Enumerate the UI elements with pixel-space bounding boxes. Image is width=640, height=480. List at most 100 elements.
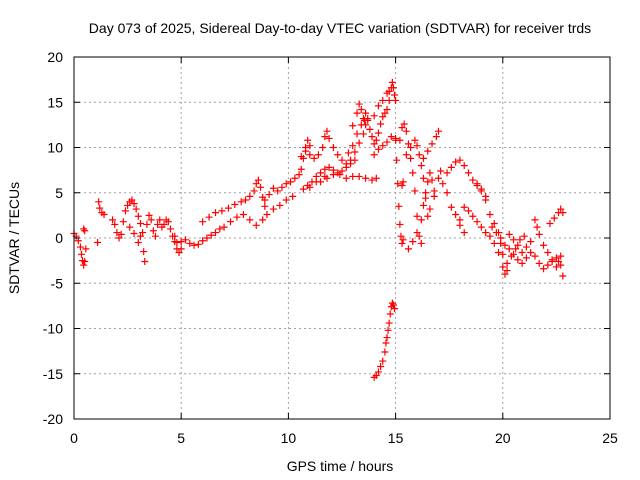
data-point — [242, 196, 250, 204]
data-point — [544, 248, 552, 256]
chart-title: Day 073 of 2025, Sidereal Day-to-day VTE… — [89, 20, 591, 36]
data-point — [394, 180, 402, 188]
data-point — [199, 218, 207, 226]
axes: 0 5 10 15 20 25 -20 -15 -10 -5 0 5 10 15 20 — [43, 49, 618, 446]
data-point — [321, 133, 329, 141]
data-point — [306, 142, 314, 150]
data-point — [424, 147, 432, 155]
data-point — [362, 109, 370, 117]
data-point — [310, 154, 318, 162]
data-point — [407, 144, 415, 151]
y-tick-label: -20 — [43, 411, 63, 427]
data-point — [486, 232, 494, 240]
data-point — [109, 216, 117, 224]
data-point — [119, 218, 127, 226]
data-point — [304, 136, 312, 144]
data-point — [415, 151, 423, 159]
data-point — [325, 134, 333, 142]
y-tick-label: 15 — [47, 94, 63, 110]
data-point — [409, 238, 417, 246]
data-point — [94, 239, 102, 247]
data-point — [227, 218, 235, 226]
data-point — [362, 174, 370, 182]
data-point — [557, 252, 565, 260]
data-point — [117, 230, 125, 238]
data-point — [409, 169, 417, 177]
data-point — [439, 180, 447, 188]
data-point — [265, 191, 273, 199]
data-point — [443, 169, 451, 177]
data-point — [469, 212, 477, 220]
data-point — [319, 144, 327, 151]
data-point — [370, 112, 378, 120]
data-point — [295, 171, 303, 179]
data-point — [497, 234, 505, 242]
data-point — [389, 301, 397, 309]
data-point — [190, 241, 198, 249]
data-point — [355, 100, 363, 108]
data-point — [424, 178, 432, 186]
data-point — [505, 230, 513, 238]
data-point — [351, 148, 359, 156]
y-tick-label: 10 — [47, 140, 63, 156]
data-point — [419, 174, 427, 182]
data-point — [205, 213, 213, 221]
data-point — [374, 129, 382, 137]
data-point — [282, 180, 290, 188]
data-point — [128, 196, 136, 204]
data-point — [492, 229, 500, 237]
data-point — [134, 212, 142, 220]
data-point — [100, 210, 108, 218]
data-point — [212, 229, 220, 237]
data-point — [518, 259, 526, 267]
data-point — [527, 238, 535, 246]
data-point — [154, 220, 162, 228]
data-point — [246, 216, 254, 224]
data-point — [399, 178, 407, 186]
data-point — [391, 305, 399, 313]
data-point — [317, 169, 325, 177]
data-point — [368, 176, 376, 184]
data-point — [297, 153, 305, 161]
data-point — [544, 261, 552, 269]
data-point — [291, 174, 299, 182]
data-point — [312, 178, 320, 186]
data-point — [342, 174, 350, 182]
data-point — [460, 229, 468, 237]
data-point — [488, 223, 496, 231]
data-point — [527, 248, 535, 256]
data-point — [306, 183, 314, 191]
y-tick-label: -15 — [43, 366, 63, 382]
data-point — [361, 116, 369, 124]
data-point — [383, 105, 391, 113]
data-point — [516, 236, 524, 244]
data-point — [535, 259, 543, 267]
data-point — [377, 363, 385, 371]
data-point — [512, 245, 520, 253]
data-point — [381, 348, 389, 356]
data-point — [482, 196, 490, 204]
data-point — [323, 127, 331, 135]
data-point — [422, 189, 430, 197]
data-point — [134, 239, 142, 247]
data-point — [426, 169, 434, 177]
data-point — [413, 229, 421, 237]
data-point — [357, 105, 365, 113]
data-point — [559, 209, 567, 217]
y-axis-label: SDTVAR / TECUs — [6, 182, 22, 294]
data-point — [207, 231, 215, 239]
data-point — [382, 339, 390, 347]
data-point — [456, 156, 464, 164]
data-point — [510, 236, 518, 244]
data-point — [402, 127, 410, 135]
data-point — [269, 205, 277, 213]
data-point — [514, 241, 522, 249]
data-point — [456, 216, 464, 224]
data-point — [263, 210, 271, 218]
data-point — [555, 258, 563, 266]
data-point — [557, 261, 565, 269]
data-point — [130, 229, 138, 237]
data-point — [499, 263, 507, 271]
data-point — [482, 229, 490, 237]
data-point — [460, 162, 468, 170]
